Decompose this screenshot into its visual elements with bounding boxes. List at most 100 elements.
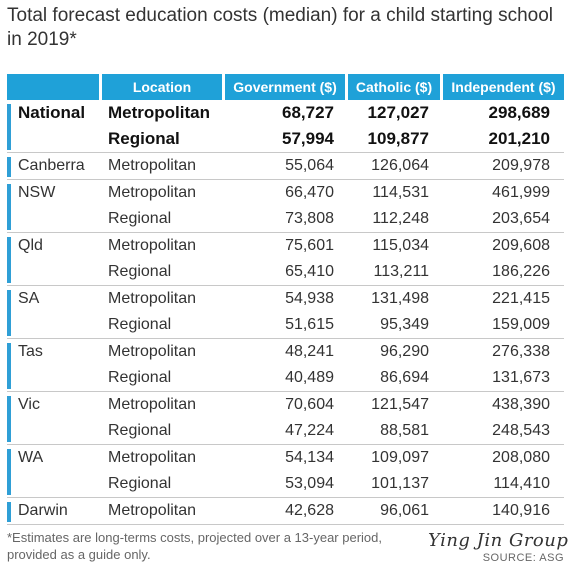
catholic-cost-cell: 109,877 <box>367 129 429 148</box>
region-accent-bar <box>7 396 11 442</box>
table-row: Metropolitan 55,064 126,064 209,978 <box>102 153 564 179</box>
catholic-cost-cell: 121,547 <box>371 396 429 413</box>
government-cost-cell: 66,470 <box>285 184 334 201</box>
catholic-cost-cell: 95,349 <box>380 316 429 333</box>
location-cell: Metropolitan <box>108 103 210 122</box>
location-cell: Regional <box>108 129 180 148</box>
region-name: Darwin <box>18 502 68 519</box>
location-cell: Metropolitan <box>108 502 197 519</box>
table-row: Metropolitan 68,727 127,027 298,689 <box>102 100 564 126</box>
source-credit: SOURCE: ASG <box>482 552 564 564</box>
region-name: Vic <box>18 396 40 413</box>
catholic-cost-cell: 88,581 <box>380 422 429 439</box>
location-cell: Metropolitan <box>108 343 197 360</box>
table-header: Location Government ($) Catholic ($) Ind… <box>7 74 564 100</box>
location-cell: Metropolitan <box>108 157 197 174</box>
government-cost-cell: 47,224 <box>285 422 334 439</box>
government-cost-cell: 54,938 <box>285 290 334 307</box>
table-row: Regional 47,224 88,581 248,543 <box>102 418 564 444</box>
table-body: National Metropolitan 68,727 127,027 298,689… <box>7 100 564 525</box>
region-label: NSW <box>7 180 102 232</box>
government-cost-cell: 51,615 <box>285 316 334 333</box>
region-accent-bar <box>7 290 11 336</box>
catholic-cost-cell: 86,694 <box>380 369 429 386</box>
independent-cost-cell: 461,999 <box>492 184 550 201</box>
table-group: SA Metropolitan 54,938 131,498 221,415 Region… <box>7 286 564 339</box>
independent-cost-cell: 131,673 <box>492 369 550 386</box>
catholic-cost-cell: 96,290 <box>380 343 429 360</box>
catholic-cost-cell: 114,531 <box>372 184 429 201</box>
table-group: Qld Metropolitan 75,601 115,034 209,608 Regio… <box>7 233 564 286</box>
table-group: National Metropolitan 68,727 127,027 298,689… <box>7 100 564 153</box>
independent-cost-cell: 276,338 <box>492 343 550 360</box>
table-group: NSW Metropolitan 66,470 114,531 461,999 Regio… <box>7 180 564 233</box>
region-name: NSW <box>18 184 56 201</box>
catholic-cost-cell: 113,211 <box>373 263 429 280</box>
page-title: Total forecast education costs (median) … <box>7 5 553 50</box>
independent-cost-cell: 438,390 <box>492 396 550 413</box>
location-cell: Metropolitan <box>108 237 197 254</box>
table-group: Darwin Metropolitan 42,628 96,061 140,916 <box>7 498 564 525</box>
region-label: WA <box>7 445 102 497</box>
independent-cost-cell: 203,654 <box>492 210 550 227</box>
region-accent-bar <box>7 184 11 230</box>
catholic-cost-cell: 115,034 <box>372 237 429 254</box>
region-accent-bar <box>7 449 11 495</box>
header-independent: Independent ($) <box>443 74 564 100</box>
table-row: Regional 73,808 112,248 203,654 <box>102 206 564 232</box>
region-label: National <box>7 100 102 152</box>
catholic-cost-cell: 112,248 <box>372 210 429 227</box>
region-accent-bar <box>7 343 11 389</box>
header-government: Government ($) <box>225 74 348 100</box>
header-region <box>7 74 102 100</box>
location-cell: Regional <box>108 369 172 386</box>
government-cost-cell: 40,489 <box>285 369 334 386</box>
independent-cost-cell: 221,415 <box>492 290 550 307</box>
table-row: Metropolitan 75,601 115,034 209,608 <box>102 233 564 259</box>
catholic-cost-cell: 96,061 <box>380 502 429 519</box>
region-name: Canberra <box>18 157 85 174</box>
government-cost-cell: 73,808 <box>285 210 334 227</box>
location-cell: Regional <box>108 210 172 227</box>
region-name: Qld <box>18 237 43 254</box>
region-label: Tas <box>7 339 102 391</box>
region-name: WA <box>18 449 44 466</box>
catholic-cost-cell: 126,064 <box>371 157 429 174</box>
independent-cost-cell: 298,689 <box>488 103 550 122</box>
table-row: Regional 57,994 109,877 201,210 <box>102 126 564 152</box>
watermark-logo: Ying Jin Group <box>428 530 569 551</box>
location-cell: Regional <box>108 422 172 439</box>
header-location: Location <box>102 74 225 100</box>
location-cell: Metropolitan <box>108 449 197 466</box>
region-label: Vic <box>7 392 102 444</box>
region-accent-bar <box>7 237 11 283</box>
table-group: Vic Metropolitan 70,604 121,547 438,390 Regio… <box>7 392 564 445</box>
table-group: WA Metropolitan 54,134 109,097 208,080 Region… <box>7 445 564 498</box>
region-label: Canberra <box>7 153 102 179</box>
catholic-cost-cell: 101,137 <box>371 475 429 492</box>
table-row: Regional 40,489 86,694 131,673 <box>102 365 564 391</box>
region-name: National <box>18 103 86 122</box>
footnote: *Estimates are long-terms costs, project… <box>7 530 383 562</box>
region-label: SA <box>7 286 102 338</box>
location-cell: Regional <box>108 263 172 280</box>
independent-cost-cell: 140,916 <box>492 502 550 519</box>
table-row: Regional 51,615 95,349 159,009 <box>102 312 564 338</box>
independent-cost-cell: 208,080 <box>492 449 550 466</box>
government-cost-cell: 54,134 <box>285 449 334 466</box>
region-label: Darwin <box>7 498 102 524</box>
region-accent-bar <box>7 104 11 150</box>
table-group: Canberra Metropolitan 55,064 126,064 209,978 <box>7 153 564 180</box>
independent-cost-cell: 186,226 <box>492 263 550 280</box>
government-cost-cell: 57,994 <box>282 129 334 148</box>
government-cost-cell: 55,064 <box>285 157 334 174</box>
independent-cost-cell: 201,210 <box>488 129 550 148</box>
government-cost-cell: 65,410 <box>285 263 334 280</box>
government-cost-cell: 75,601 <box>285 237 334 254</box>
location-cell: Regional <box>108 316 172 333</box>
table-row: Metropolitan 42,628 96,061 140,916 <box>102 498 564 524</box>
government-cost-cell: 68,727 <box>282 103 334 122</box>
location-cell: Metropolitan <box>108 396 197 413</box>
independent-cost-cell: 209,608 <box>492 237 550 254</box>
region-accent-bar <box>7 502 11 522</box>
